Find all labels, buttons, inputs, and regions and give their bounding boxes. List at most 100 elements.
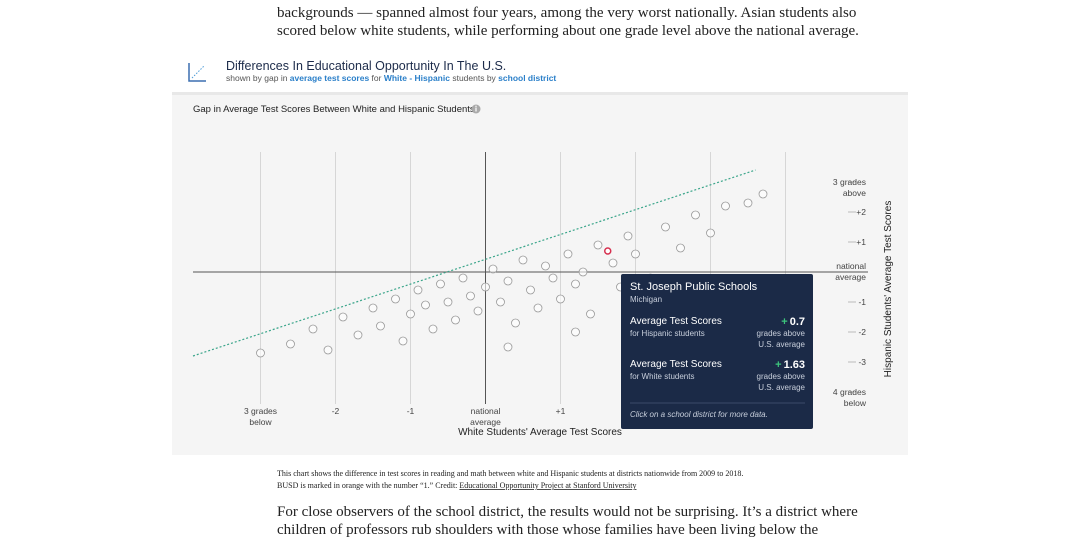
district-point: [623, 231, 633, 241]
district-point: [458, 273, 468, 283]
x-tick-label: 3 grades below: [244, 406, 277, 427]
y-tick-label: 3 grades above: [833, 177, 866, 198]
caption-link[interactable]: Educational Opportunity Project at Stanf…: [459, 481, 636, 490]
district-point: [721, 201, 730, 211]
district-point: [676, 243, 685, 253]
y-tick-label: +1: [856, 237, 866, 247]
district-point: [413, 285, 423, 295]
tooltip-number: 0.7: [790, 316, 805, 328]
subtitle-link[interactable]: White - Hispanic: [384, 73, 450, 83]
tooltip-unit: U.S. average: [758, 383, 805, 392]
caption: BUSD is marked in orange with the number…: [277, 481, 459, 490]
district-point: [376, 321, 385, 331]
district-point: [548, 273, 558, 283]
tooltip-sign: +: [775, 359, 781, 371]
x-tick-label: national average: [470, 406, 501, 427]
district-point: [443, 297, 453, 307]
trend-line: [192, 169, 756, 357]
tooltip-value: +0.7: [781, 316, 805, 328]
district-point: [511, 318, 520, 328]
district-point: [473, 306, 483, 316]
district-point: [518, 255, 528, 265]
district-point: [353, 330, 363, 340]
district-point: [593, 240, 603, 250]
district-point: [503, 276, 513, 286]
district-point: [661, 222, 670, 232]
tooltip-row-title: Average Test Scores: [630, 316, 722, 327]
district-point: [308, 324, 318, 334]
district-point: [571, 327, 580, 337]
x-tick-label: +1: [556, 406, 566, 416]
y-axis-label: Hispanic Students' Average Test Scores: [883, 201, 894, 378]
subtitle-part: students by: [450, 73, 498, 83]
district-point: [421, 300, 430, 310]
chart-icon: [188, 63, 206, 82]
tooltip-row-sub: for White students: [630, 372, 694, 381]
article-text: children of professors rub shoulders wit…: [277, 522, 818, 538]
tooltip-state: Michigan: [630, 295, 662, 304]
tooltip-row-sub: for Hispanic students: [630, 329, 705, 338]
district-point: [451, 315, 460, 325]
panel-title: Gap in Average Test Scores Between White…: [193, 104, 475, 115]
tooltip-unit: grades above: [757, 372, 806, 381]
subtitle-link[interactable]: school district: [498, 73, 556, 83]
district-point: [286, 339, 295, 349]
y-tick-label: -1: [858, 297, 866, 307]
highlight-point: [604, 247, 612, 255]
tooltip-number: 1.63: [784, 359, 805, 371]
tooltip-unit: U.S. average: [758, 340, 805, 349]
district-point: [406, 309, 415, 319]
district-point: [256, 348, 265, 358]
district-point: [541, 261, 550, 271]
district-point: [578, 267, 588, 277]
x-tick-label: -1: [407, 406, 415, 416]
district-point: [556, 294, 565, 304]
panel-border: [172, 92, 908, 95]
district-point: [563, 249, 573, 259]
info-icon[interactable]: [471, 104, 481, 114]
district-point: [481, 282, 490, 292]
y-tick-label: -3: [858, 357, 866, 367]
district-point: [533, 303, 543, 313]
district-point: [758, 189, 768, 199]
district-point: [398, 336, 408, 346]
tooltip-unit: grades above: [757, 329, 806, 338]
district-point: [496, 297, 505, 307]
district-point: [338, 312, 348, 322]
district-point: [503, 342, 513, 352]
article-text: scored below white students, while perfo…: [277, 23, 859, 39]
district-point: [368, 303, 378, 313]
tooltip-title: St. Joseph Public Schools: [630, 281, 758, 293]
district-point: [428, 324, 438, 334]
tooltip-row-title: Average Test Scores: [630, 359, 722, 370]
district-point: [743, 198, 753, 208]
caption: This chart shows the difference in test …: [277, 469, 743, 478]
district-point: [488, 264, 498, 274]
caption: BUSD is marked in orange with the number…: [277, 481, 636, 490]
y-tick-label: national average: [835, 261, 866, 282]
y-tick-label: -2: [858, 327, 866, 337]
subtitle-part: for: [369, 73, 384, 83]
district-point: [586, 309, 595, 319]
chart-subtitle: shown by gap in average test scores for …: [226, 73, 556, 83]
district-point: [391, 294, 400, 304]
tooltip-value: +1.63: [775, 359, 805, 371]
district-point: [526, 285, 535, 295]
tooltip-box: [621, 274, 813, 429]
chart-title: Differences In Educational Opportunity I…: [226, 59, 506, 73]
district-point: [466, 291, 475, 301]
district-point: [631, 249, 640, 259]
district-point: [323, 345, 333, 355]
tooltip-footer: Click on a school district for more data…: [630, 410, 768, 419]
tooltip-sign: +: [781, 316, 787, 328]
subtitle-link[interactable]: average test scores: [290, 73, 370, 83]
article-text: For close observers of the school distri…: [277, 504, 858, 520]
y-tick-label: +2: [856, 207, 866, 217]
district-point: [436, 279, 445, 289]
district-point: [571, 279, 580, 289]
district-point: [691, 210, 700, 220]
x-axis-label: White Students' Average Test Scores: [458, 427, 622, 438]
x-tick-label: -2: [332, 406, 340, 416]
